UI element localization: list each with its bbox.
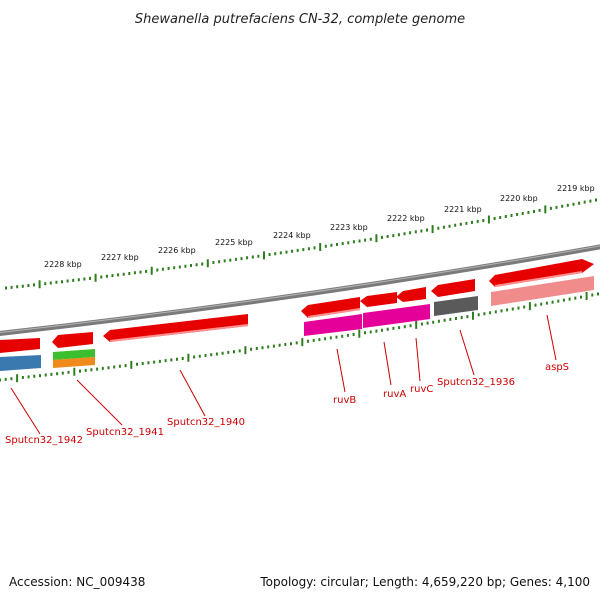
leader-line xyxy=(546,314,557,361)
lower-ruler-minor-ticks xyxy=(0,292,599,382)
gene-labels: Sputcn32_1942 Sputcn32_1941 Sputcn32_194… xyxy=(5,362,569,446)
lower-ruler xyxy=(0,292,599,383)
accession-text: Accession: NC_009438 xyxy=(9,575,145,589)
ruler-label: 2224 kbp xyxy=(273,231,311,240)
ruler-label: 2225 kbp xyxy=(215,238,253,247)
gene-arrow-shade xyxy=(307,308,361,318)
upper-ruler-minor-ticks xyxy=(5,198,597,290)
gene-arrow-shade xyxy=(494,271,583,287)
leader-line xyxy=(383,341,392,386)
ruler-label: 2228 kbp xyxy=(44,260,82,269)
upper-ruler-major-ticks xyxy=(38,205,547,289)
gene-label-ruva[interactable]: ruvA xyxy=(383,389,406,400)
gene-label-ruvb[interactable]: ruvB xyxy=(333,395,356,406)
gene-label-asps[interactable]: aspS xyxy=(545,362,569,373)
leader-line xyxy=(336,348,346,393)
lower-ruler-major-ticks xyxy=(16,292,588,383)
leader-line xyxy=(179,369,206,417)
ruler-label: 2220 kbp xyxy=(500,194,538,203)
ruler-labels: 2228 kbp 2227 kbp 2226 kbp 2225 kbp 2224… xyxy=(44,184,595,269)
gene-arrow[interactable] xyxy=(103,314,248,342)
leader-line xyxy=(415,337,421,382)
category-bar-magenta[interactable] xyxy=(304,314,362,336)
category-bar-gray[interactable] xyxy=(434,296,478,316)
ruler-label: 2226 kbp xyxy=(158,246,196,255)
category-bar-magenta[interactable] xyxy=(363,304,430,328)
leader-line xyxy=(76,379,123,426)
leader-line xyxy=(459,329,475,376)
gene-label-sputcn32-1942[interactable]: Sputcn32_1942 xyxy=(5,435,83,446)
ruler-label: 2221 kbp xyxy=(444,205,482,214)
upper-ruler xyxy=(5,198,597,290)
map-title: Shewanella putrefaciens CN-32, complete … xyxy=(135,12,465,27)
ruler-label: 2223 kbp xyxy=(330,223,368,232)
category-bar-orange[interactable] xyxy=(53,357,95,368)
gene-arrow[interactable] xyxy=(52,332,93,348)
category-bar-green[interactable] xyxy=(53,349,95,360)
gene-label-ruvc[interactable]: ruvC xyxy=(410,384,433,395)
gene-arrow-shade xyxy=(109,324,249,342)
forward-genes xyxy=(0,259,594,353)
gene-arrow[interactable] xyxy=(301,297,360,318)
gene-label-sputcn32-1936[interactable]: Sputcn32_1936 xyxy=(437,377,515,388)
gene-label-sputcn32-1940[interactable]: Sputcn32_1940 xyxy=(167,417,245,428)
genome-backbone xyxy=(0,244,600,336)
leader-line xyxy=(10,387,41,435)
category-bar-pink[interactable] xyxy=(491,276,594,306)
gene-arrow[interactable] xyxy=(0,338,40,353)
gene-arrow[interactable] xyxy=(489,259,594,287)
topology-text: Topology: circular; Length: 4,659,220 bp… xyxy=(259,575,590,589)
ruler-label: 2222 kbp xyxy=(387,214,425,223)
gene-label-leaders xyxy=(10,314,557,435)
genome-backbone-highlight xyxy=(0,245,600,333)
ruler-label: 2227 kbp xyxy=(101,253,139,262)
gene-label-sputcn32-1941[interactable]: Sputcn32_1941 xyxy=(86,427,164,438)
gene-arrow[interactable] xyxy=(431,279,475,297)
ruler-label: 2219 kbp xyxy=(557,184,595,193)
gene-arrow[interactable] xyxy=(396,287,426,302)
gene-arrow[interactable] xyxy=(360,292,397,307)
category-bar-blue[interactable] xyxy=(0,355,41,371)
gene-category-bars xyxy=(0,276,594,371)
